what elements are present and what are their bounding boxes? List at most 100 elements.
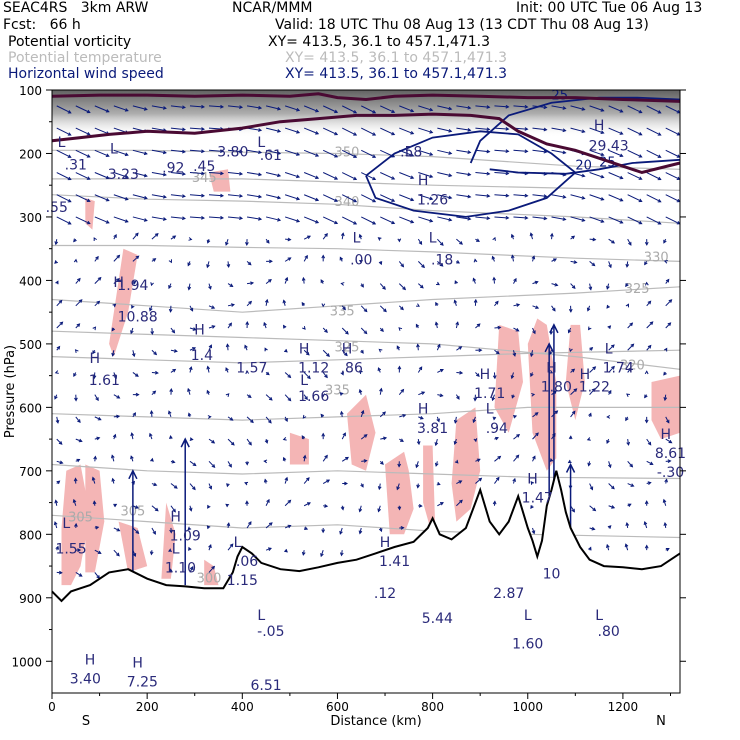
hl-label: 3.40 [70, 671, 101, 687]
hl-label: L [257, 608, 265, 624]
wind-vector [665, 322, 671, 329]
wind-vector-head [277, 217, 282, 222]
wind-vector [627, 216, 642, 225]
wind-vector-head [226, 483, 230, 488]
wind-vector-head [396, 345, 401, 350]
wind-vector-head [111, 327, 116, 332]
y-tick-label: 1000 [11, 655, 42, 669]
shade-region-9 [423, 445, 435, 528]
wind-vector [246, 149, 262, 154]
wind-vector [284, 394, 292, 401]
wind-vector-head [340, 371, 344, 376]
wind-vector [227, 105, 243, 108]
wind-vector [399, 194, 414, 201]
wind-vector-head [512, 352, 517, 357]
wind-vector-head [657, 176, 662, 181]
wind-vector [494, 105, 509, 108]
wind-vector [608, 483, 615, 490]
wind-vector-head [610, 344, 615, 349]
wind-vector-head [492, 236, 496, 241]
wind-vector [627, 238, 632, 246]
wind-vector-head [116, 395, 121, 399]
wind-vector-head [258, 172, 263, 177]
hl-label: 1.57 [236, 360, 267, 376]
wind-vector-head [410, 131, 415, 135]
wind-vector [208, 194, 224, 197]
wind-vector-head [627, 503, 632, 507]
wind-vector [208, 438, 215, 444]
wind-vector [513, 454, 519, 462]
wind-vector-head [400, 263, 405, 268]
wind-vector-head [226, 522, 231, 527]
wind-vector [513, 216, 528, 219]
wind-vector [208, 216, 224, 219]
hl-label: L [353, 230, 361, 246]
wind-vector-head [187, 412, 192, 417]
wind-vector-head [73, 238, 77, 243]
wind-vector-head [549, 232, 554, 237]
wind-vector-head [600, 108, 605, 112]
wind-vector [246, 416, 254, 423]
wind-vector-head [382, 411, 386, 416]
wind-vector [94, 172, 110, 179]
wind-vector-head [363, 330, 368, 335]
wind-vector-head [334, 131, 339, 136]
wind-vector-head [662, 498, 667, 503]
wind-vector [361, 194, 376, 203]
wind-vector-head [647, 344, 652, 349]
x-tick-label: 400 [231, 700, 254, 714]
wind-vector-head [380, 461, 384, 465]
wind-vector [532, 127, 547, 131]
wind-vector-head [130, 432, 135, 437]
wind-vector-head [134, 373, 139, 377]
hl-label: L [234, 535, 242, 551]
wind-vector [151, 505, 159, 512]
wind-vector [646, 172, 661, 180]
x-axis-label: Distance (km) [330, 714, 421, 729]
wind-vector-head [153, 482, 158, 487]
wind-vector-head [353, 221, 358, 225]
wind-vector [94, 300, 100, 307]
wind-vector-head [162, 194, 167, 199]
wind-vector [303, 255, 308, 262]
wind-vector [56, 105, 71, 114]
wind-vector-head [74, 397, 78, 402]
wind-vector [532, 216, 547, 220]
wind-vector-head [467, 150, 472, 154]
wind-vector-head [663, 239, 667, 244]
wind-vector [513, 149, 528, 152]
wind-vector [380, 105, 395, 113]
wind-vector [208, 172, 224, 175]
updraft-arrow-head [565, 462, 576, 473]
wind-vector-head [143, 151, 148, 156]
wind-vector-head [135, 392, 140, 397]
wind-vector-head [591, 526, 596, 531]
wind-vector-head [619, 131, 624, 135]
wind-vector-head [643, 520, 648, 526]
wind-vector-head [265, 371, 270, 376]
wind-contour-2 [489, 158, 681, 175]
wind-vector [399, 216, 414, 223]
wind-vector-head [304, 396, 308, 401]
wind-vector-head [569, 348, 573, 353]
wind-vector-head [472, 277, 477, 282]
shade-region-7 [85, 197, 95, 230]
wind-vector [189, 216, 205, 219]
wind-vector-head [264, 298, 269, 303]
wind-vector-head [320, 553, 324, 558]
wind-vector-head [124, 219, 129, 223]
wind-vector-head [334, 198, 339, 202]
wind-vector-head [492, 500, 497, 505]
wind-vector-head [418, 366, 423, 371]
wind-vector-head [453, 419, 458, 424]
wind-vector-head [437, 343, 441, 348]
wind-contour-1 [469, 96, 681, 164]
terrain-line [51, 470, 681, 603]
wind-vector-head [206, 525, 211, 530]
wind-vector [570, 283, 576, 289]
wind-vector-head [321, 432, 326, 437]
wind-vector-head [606, 285, 610, 290]
wind-vector-head [149, 307, 153, 312]
x-tick-label: 1200 [608, 700, 639, 714]
wind-vector-head [250, 419, 254, 424]
